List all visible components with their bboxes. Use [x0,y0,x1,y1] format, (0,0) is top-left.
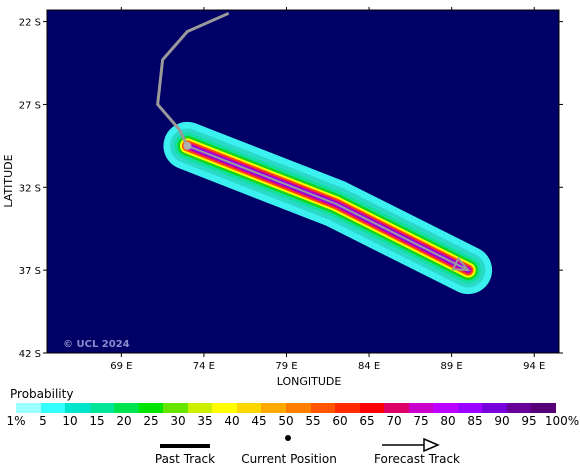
colorbar-label: 85 [467,414,483,428]
y-axis-label: LATITUDE [2,154,15,207]
colorbar-swatch [187,403,213,413]
lat-tick-label: 42 S [19,349,41,360]
colorbar-swatch [359,403,385,413]
colorbar-swatch [310,403,336,413]
lat-tick-label: 37 S [19,266,41,277]
current-position-marker [183,141,192,150]
colorbar-label: 70 [386,414,402,428]
colorbar-swatch [457,403,483,413]
copyright-notice: © UCL 2024 [63,339,130,350]
colorbar-swatch [236,403,262,413]
colorbar-swatch [212,403,237,413]
colorbar-label: 45 [251,414,267,428]
colorbar-swatch [138,403,164,413]
lon-tick-label: 74 E [193,361,215,372]
colorbar-label: 95 [521,414,537,428]
colorbar-label: 65 [359,414,375,428]
x-axis-label: LONGITUDE [277,375,342,388]
colorbar-label: 10 [62,414,78,428]
colorbar-swatch [335,403,360,413]
colorbar-swatch [89,403,115,413]
colorbar-swatch [16,403,41,413]
colorbar-label: 15 [89,414,105,428]
colorbar-label: 5 [39,414,47,428]
lon-tick-label: 89 E [441,361,463,372]
axis-ticks: 22 S 27 S 32 S 37 S 42 S 69 E 74 E 79 E 84 E 89 E… [19,7,563,372]
current-position-key-dot [285,435,291,441]
colorbar-swatch [163,403,188,413]
past-track-label: Past Track [155,452,215,466]
lon-tick-label: 79 E [275,361,297,372]
colorbar-label: 30 [170,414,186,428]
forecast-track-key-arrow [382,437,440,453]
forecast-track-arrowhead [451,256,471,272]
probability-colorbar [16,403,557,413]
colorbar-labels: 1% 5 10 15 20 25 30 35 40 45 50 55 60 65 70 75 80 85 90 95 1… [0,414,580,430]
lat-tick-label: 32 S [19,183,41,194]
current-position-label: Current Position [241,452,337,466]
lon-tick-label: 94 E [523,361,545,372]
colorbar-swatch [286,403,311,413]
colorbar-label: 100% [544,414,580,428]
colorbar-swatch [408,403,434,413]
track-key: Past Track Current Position Forecast Tra… [155,435,460,466]
colorbar-label: 80 [440,414,456,428]
colorbar-label: 25 [143,414,159,428]
colorbar-label: 40 [224,414,240,428]
lat-tick-label: 22 S [19,18,41,29]
colorbar-label: 55 [305,414,321,428]
colorbar-swatch [482,403,507,413]
colorbar-label: 35 [197,414,213,428]
colorbar-label: 20 [116,414,132,428]
colorbar-swatch [384,403,409,413]
forecast-track-label: Forecast Track [374,452,460,466]
colorbar-label: 50 [278,414,294,428]
storm-tracks [156,11,471,272]
colorbar-swatch [433,403,458,413]
colorbar-swatch [114,403,139,413]
colorbar-swatch [506,403,532,413]
colorbar-label: 1% [6,414,26,428]
map-frame [46,9,560,354]
colorbar-swatch [65,403,90,413]
colorbar-label: 75 [413,414,429,428]
probability-legend-title: Probability [10,387,74,401]
colorbar-swatch [261,403,287,413]
lat-tick-label: 27 S [19,100,41,111]
colorbar-swatch [40,403,66,413]
colorbar-swatch [531,403,557,413]
lon-tick-label: 84 E [358,361,380,372]
past-track-line [156,11,230,147]
forecast-track-line [187,144,469,272]
colorbar-label: 90 [494,414,510,428]
colorbar-label: 60 [332,414,348,428]
lon-tick-label: 69 E [110,361,132,372]
